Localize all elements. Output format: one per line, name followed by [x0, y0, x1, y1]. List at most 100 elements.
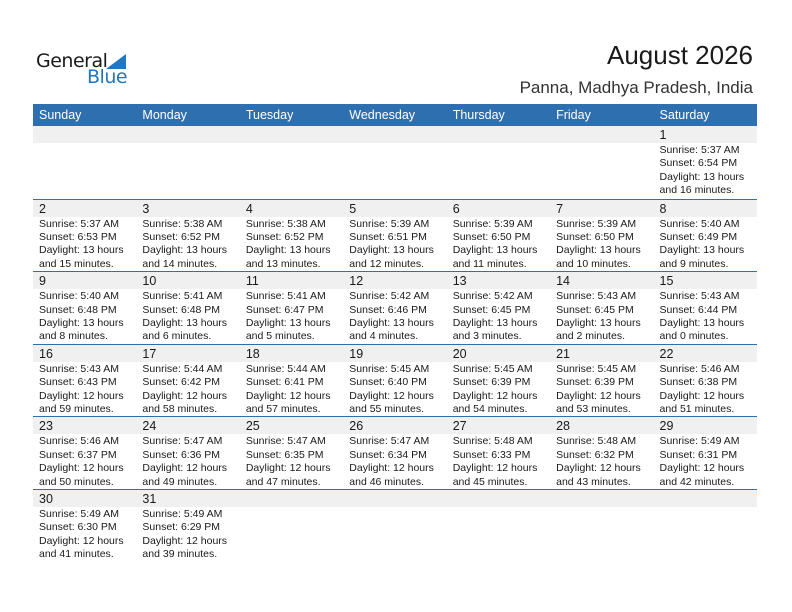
- empty-cell: [550, 490, 653, 562]
- minutes-text: and 47 minutes.: [245, 475, 321, 488]
- sunrise-text: Sunrise: 5:48 AM: [452, 435, 533, 448]
- day-cell-3: 3 Sunrise: 5:38 AM Sunset: 6:52 PM Daylight…: [136, 200, 239, 272]
- day-info: Sunrise: 5:43 AM Sunset: 6:45 PM Daylight:…: [556, 290, 653, 344]
- sunrise-text: Sunrise: 5:45 AM: [452, 362, 533, 375]
- daylight-text: Daylight: 13 hours: [39, 317, 124, 329]
- day-number: 5: [349, 201, 357, 216]
- day-info: Sunrise: 5:37 AM Sunset: 6:54 PM Daylight:…: [660, 144, 757, 198]
- day-number: 4: [245, 201, 253, 216]
- minutes-text: and 6 minutes.: [142, 330, 212, 343]
- minutes-text: and 53 minutes.: [556, 403, 631, 415]
- day-number: 22: [659, 346, 674, 361]
- sunrise-text: Sunrise: 5:43 AM: [659, 290, 740, 303]
- day-info: Sunrise: 5:38 AM Sunset: 6:52 PM Daylight:…: [246, 218, 343, 272]
- logo-triangle-icon: [106, 54, 126, 69]
- day-number: 16: [39, 346, 53, 361]
- daylight-text: Daylight: 13 hours: [245, 244, 331, 257]
- sunrise-text: Sunrise: 5:40 AM: [39, 290, 119, 303]
- day-info: Sunrise: 5:43 AM Sunset: 6:44 PM Daylight:…: [660, 290, 757, 344]
- sunrise-text: Sunrise: 5:45 AM: [349, 362, 430, 375]
- daylight-text: Daylight: 12 hours: [452, 389, 538, 402]
- week-row: 9 Sunrise: 5:40 AM Sunset: 6:48 PM Daylight…: [33, 271, 757, 344]
- sunrise-text: Sunrise: 5:45 AM: [556, 362, 637, 375]
- day-cell-4: 4 Sunrise: 5:38 AM Sunset: 6:52 PM Daylight…: [240, 200, 343, 272]
- sunrise-text: Sunrise: 5:47 AM: [349, 435, 430, 448]
- day-info: Sunrise: 5:45 AM Sunset: 6:39 PM Daylight:…: [453, 363, 550, 417]
- day-number: 25: [245, 419, 260, 434]
- day-number: 26: [349, 419, 364, 434]
- daylight-text: Daylight: 13 hours: [142, 317, 228, 329]
- day-cell-16: 16 Sunrise: 5:43 AM Sunset: 6:43 PM Dayligh…: [33, 345, 136, 417]
- day-cell-6: 6 Sunrise: 5:39 AM Sunset: 6:50 PM Daylight…: [447, 200, 550, 272]
- sunset-text: Sunset: 6:40 PM: [349, 376, 427, 389]
- minutes-text: and 58 minutes.: [142, 403, 218, 415]
- day-number: 21: [556, 346, 571, 361]
- daylight-text: Daylight: 13 hours: [556, 244, 641, 257]
- daylight-text: Daylight: 13 hours: [142, 244, 228, 257]
- day-info: Sunrise: 5:41 AM Sunset: 6:48 PM Daylight:…: [142, 290, 239, 344]
- daylight-text: Daylight: 12 hours: [556, 389, 641, 402]
- day-info: Sunrise: 5:45 AM Sunset: 6:39 PM Daylight:…: [556, 363, 653, 417]
- day-number: 11: [245, 274, 259, 289]
- sunset-text: Sunset: 6:32 PM: [556, 448, 634, 461]
- empty-cell: [136, 126, 239, 199]
- day-number: 31: [142, 491, 157, 506]
- day-info: Sunrise: 5:47 AM Sunset: 6:35 PM Daylight:…: [246, 435, 343, 489]
- minutes-text: and 41 minutes.: [39, 548, 114, 561]
- empty-cell: [33, 126, 136, 199]
- day-cell-24: 24 Sunrise: 5:47 AM Sunset: 6:36 PM Dayligh…: [136, 417, 239, 489]
- sunset-text: Sunset: 6:35 PM: [245, 448, 324, 461]
- minutes-text: and 3 minutes.: [452, 330, 522, 343]
- daylight-text: Daylight: 12 hours: [245, 389, 331, 402]
- minutes-text: and 42 minutes.: [659, 475, 735, 488]
- day-number: 18: [245, 346, 260, 361]
- day-number: 10: [142, 274, 157, 289]
- daylight-text: Daylight: 13 hours: [659, 244, 745, 257]
- sunset-text: Sunset: 6:39 PM: [556, 376, 634, 389]
- sunset-text: Sunset: 6:44 PM: [659, 303, 738, 316]
- day-info: Sunrise: 5:45 AM Sunset: 6:40 PM Daylight:…: [349, 363, 446, 417]
- sunset-text: Sunset: 6:37 PM: [39, 448, 117, 461]
- daylight-text: Daylight: 12 hours: [39, 534, 124, 547]
- week-row: 23 Sunrise: 5:46 AM Sunset: 6:37 PM Dayligh…: [33, 416, 757, 489]
- day-number: 19: [349, 346, 364, 361]
- minutes-text: and 5 minutes.: [245, 330, 315, 343]
- day-cell-13: 13 Sunrise: 5:42 AM Sunset: 6:45 PM Dayligh…: [447, 272, 550, 344]
- day-number: 1: [659, 128, 667, 142]
- minutes-text: and 59 minutes.: [39, 403, 114, 415]
- day-number: 28: [556, 419, 571, 434]
- daylight-text: Daylight: 13 hours: [659, 317, 745, 329]
- day-cell-19: 19 Sunrise: 5:45 AM Sunset: 6:40 PM Dayligh…: [343, 345, 446, 417]
- day-info: Sunrise: 5:47 AM Sunset: 6:34 PM Daylight:…: [349, 435, 446, 489]
- day-number: 23: [39, 419, 53, 434]
- daylight-text: Daylight: 13 hours: [349, 244, 434, 257]
- day-cell-20: 20 Sunrise: 5:45 AM Sunset: 6:39 PM Dayligh…: [447, 345, 550, 417]
- day-cell-23: 23 Sunrise: 5:46 AM Sunset: 6:37 PM Dayligh…: [33, 417, 136, 489]
- daylight-text: Daylight: 12 hours: [245, 462, 331, 475]
- day-number: 14: [556, 274, 571, 289]
- weekday-monday: Monday: [142, 108, 187, 122]
- daylight-text: Daylight: 12 hours: [142, 534, 228, 547]
- day-cell-27: 27 Sunrise: 5:48 AM Sunset: 6:33 PM Dayligh…: [447, 417, 550, 489]
- minutes-text: and 0 minutes.: [659, 330, 729, 343]
- daylight-text: Daylight: 12 hours: [659, 462, 745, 475]
- sunset-text: Sunset: 6:49 PM: [659, 231, 738, 243]
- sunset-text: Sunset: 6:30 PM: [39, 521, 117, 534]
- sunset-text: Sunset: 6:47 PM: [245, 303, 324, 316]
- day-cell-18: 18 Sunrise: 5:44 AM Sunset: 6:41 PM Dayligh…: [240, 345, 343, 417]
- day-info: Sunrise: 5:47 AM Sunset: 6:36 PM Daylight:…: [142, 435, 239, 489]
- day-number: 15: [659, 274, 674, 289]
- day-info: Sunrise: 5:39 AM Sunset: 6:51 PM Daylight:…: [349, 218, 446, 272]
- day-number: 9: [39, 274, 46, 289]
- day-number: 30: [39, 491, 53, 506]
- sunrise-text: Sunrise: 5:44 AM: [245, 362, 326, 375]
- daylight-text: Daylight: 12 hours: [659, 389, 745, 402]
- sunrise-text: Sunrise: 5:49 AM: [659, 435, 740, 448]
- sunrise-text: Sunrise: 5:40 AM: [659, 217, 740, 230]
- sunrise-text: Sunrise: 5:39 AM: [556, 217, 637, 230]
- minutes-text: and 15 minutes.: [39, 257, 114, 270]
- day-info: Sunrise: 5:42 AM Sunset: 6:45 PM Daylight:…: [453, 290, 550, 344]
- sunset-text: Sunset: 6:50 PM: [556, 231, 634, 243]
- weekday-saturday: Saturday: [659, 108, 710, 122]
- minutes-text: and 2 minutes.: [556, 330, 625, 343]
